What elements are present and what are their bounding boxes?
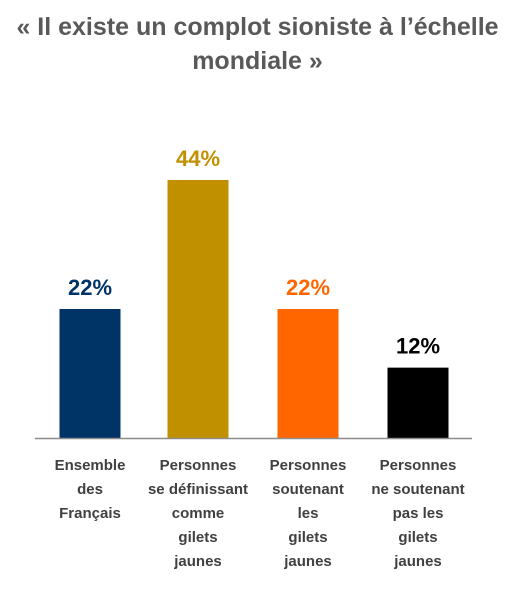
category-label-line: pas les: [393, 505, 444, 522]
bar-1: [59, 309, 121, 438]
value-label-2: 44%: [176, 146, 220, 171]
category-label-line: jaunes: [173, 553, 222, 570]
value-label-3: 22%: [286, 275, 330, 300]
category-label-line: Français: [59, 505, 121, 522]
category-label-line: Ensemble: [55, 457, 126, 474]
category-label-line: jaunes: [283, 553, 332, 570]
chart-title-line-2: mondiale »: [192, 47, 323, 75]
category-label-line: se définissant: [148, 481, 248, 498]
category-label-line: gilets: [398, 529, 437, 546]
category-label-line: soutenant: [272, 481, 344, 498]
category-label-2: Personnes se définissant comme gilets jaunes: [148, 457, 248, 570]
category-label-4: Personnes ne soutenant pas les gilets jaunes: [371, 457, 464, 570]
bar-3: [277, 309, 339, 438]
category-label-line: des: [77, 481, 103, 498]
category-label-line: ne soutenant: [371, 481, 464, 498]
category-label-3: Personnes soutenant les gilets jaunes: [270, 457, 347, 570]
bar-4: [387, 367, 449, 438]
category-label-1: Ensemble des Français: [55, 457, 126, 522]
chart-title-line-1: « Il existe un complot sioniste à l’éche…: [16, 13, 499, 41]
category-label-line: Personnes: [160, 457, 237, 474]
bar-2: [167, 180, 229, 438]
category-label-line: les: [298, 505, 319, 522]
category-label-line: comme: [172, 505, 225, 522]
value-label-4: 12%: [396, 334, 440, 359]
category-label-line: gilets: [178, 529, 217, 546]
category-label-line: gilets: [288, 529, 327, 546]
chart-title: « Il existe un complot sioniste à l’éche…: [0, 10, 515, 78]
category-label-line: jaunes: [393, 553, 442, 570]
value-label-1: 22%: [68, 275, 112, 300]
category-label-line: Personnes: [270, 457, 347, 474]
category-label-line: Personnes: [380, 457, 457, 474]
